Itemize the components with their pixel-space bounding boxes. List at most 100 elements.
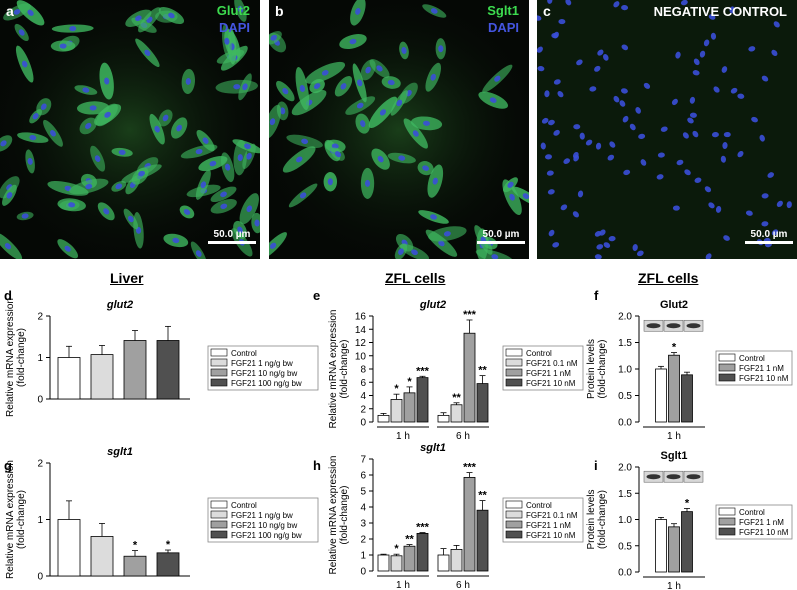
nucleus <box>270 34 277 41</box>
nucleus <box>233 84 241 90</box>
nucleus <box>270 242 277 249</box>
legend-label-d: FGF21 1 ng/g bw <box>231 359 293 368</box>
nucleus <box>547 0 553 4</box>
chart-f: f Glut2 0.0 0.5 1.0 1.5 2.0 Protein levels (fold… <box>586 288 793 442</box>
legend-swatch-d <box>210 358 228 367</box>
bar-i <box>681 511 693 573</box>
nucleus <box>708 202 715 209</box>
legend-swatch-g <box>210 530 228 539</box>
nucleus <box>671 98 678 106</box>
bar-h <box>377 554 390 572</box>
nucleus <box>643 82 651 89</box>
nucleus <box>603 242 611 248</box>
nucleus <box>246 152 252 160</box>
nucleus <box>632 244 638 252</box>
y-tick-label-e: 10 <box>355 351 367 362</box>
nucleus <box>104 77 110 85</box>
y-axis-label-unit-i: (fold-change) <box>597 490 608 549</box>
nucleus <box>396 99 403 107</box>
y-tick-label-h: 7 <box>360 455 366 466</box>
nucleus <box>721 66 728 73</box>
nucleus <box>494 75 501 82</box>
nucleus <box>138 170 145 177</box>
bar-d <box>57 357 81 400</box>
nucleus <box>82 87 90 93</box>
nucleus <box>376 65 383 72</box>
nucleus <box>296 156 303 163</box>
chart-i: i Sglt1 0.0 0.5 1.0 1.5 2.0 Protein levels (fold… <box>586 450 793 590</box>
stain-sglt1-label: Sglt1 <box>487 3 519 18</box>
nucleus <box>64 245 71 252</box>
nucleus <box>224 37 230 45</box>
y-axis-label-unit-g: (fold-change) <box>16 490 27 549</box>
significance-g: * <box>166 539 171 551</box>
nucleus <box>552 242 560 248</box>
bar-e <box>463 332 476 423</box>
nucleus <box>237 226 243 234</box>
nucleus <box>703 39 710 47</box>
y-tick-label-e: 14 <box>355 325 367 336</box>
nucleus <box>244 143 251 150</box>
bar-g <box>90 536 114 577</box>
nucleus <box>522 193 529 200</box>
y-axis-label-e: Relative mRNA expression <box>328 310 339 429</box>
legend-swatch-f <box>718 373 736 382</box>
nucleus <box>751 116 758 123</box>
blot-band-f <box>646 323 661 329</box>
nucleus <box>183 209 191 215</box>
nucleus <box>430 214 437 220</box>
nucleus <box>693 58 700 66</box>
scale-bar-c: 50.0 µm <box>745 229 793 244</box>
y-tick-label-f: 0.5 <box>618 391 632 402</box>
legend-label-f: FGF21 10 nM <box>739 374 789 383</box>
nucleus <box>699 50 706 58</box>
nucleus <box>422 165 430 171</box>
nucleus <box>85 183 93 190</box>
nucleus <box>59 43 67 49</box>
y-tick-label-h: 4 <box>360 503 366 514</box>
nucleus <box>621 44 629 51</box>
legend-swatch-f <box>718 363 736 372</box>
heading-liver: Liver <box>110 270 144 286</box>
scale-bar-b: 50.0 µm <box>477 229 525 244</box>
nucleus <box>620 88 628 94</box>
nucleus <box>4 243 12 250</box>
nucleus <box>608 235 616 242</box>
nucleus <box>172 237 180 244</box>
scale-text-a: 50.0 µm <box>213 229 251 240</box>
y-tick-label-f: 1.5 <box>618 338 632 349</box>
nucleus <box>759 134 765 142</box>
micro-panel-c: c NEGATIVE CONTROL 50.0 µm <box>537 0 797 259</box>
nucleus <box>720 155 727 163</box>
nucleus <box>537 46 543 53</box>
nucleus <box>334 151 342 158</box>
nucleus <box>32 113 39 120</box>
nucleus <box>237 154 243 162</box>
nucleus <box>761 193 769 199</box>
nucleus <box>657 152 665 158</box>
bar-i <box>668 526 680 573</box>
nucleus <box>162 114 169 122</box>
nucleus <box>313 83 321 90</box>
nucleus <box>168 12 175 19</box>
nucleus <box>491 254 499 259</box>
nucleus <box>544 154 552 160</box>
y-tick-label-h: 3 <box>360 519 366 530</box>
bar-e <box>403 392 416 423</box>
nucleus <box>423 120 430 126</box>
nucleus <box>565 0 572 6</box>
nucleus <box>349 38 357 45</box>
nucleus <box>579 132 585 140</box>
nucleus <box>680 0 688 6</box>
legend-swatch-e <box>505 358 523 367</box>
nucleus <box>355 7 361 15</box>
bar-h <box>476 509 489 572</box>
y-axis-label-g: Relative mRNA expression <box>5 460 16 579</box>
bar-g <box>123 555 147 577</box>
scale-text-c: 50.0 µm <box>750 229 788 240</box>
heading-zfl-cells-mrna: ZFL cells <box>385 270 446 286</box>
nucleus <box>589 86 597 92</box>
